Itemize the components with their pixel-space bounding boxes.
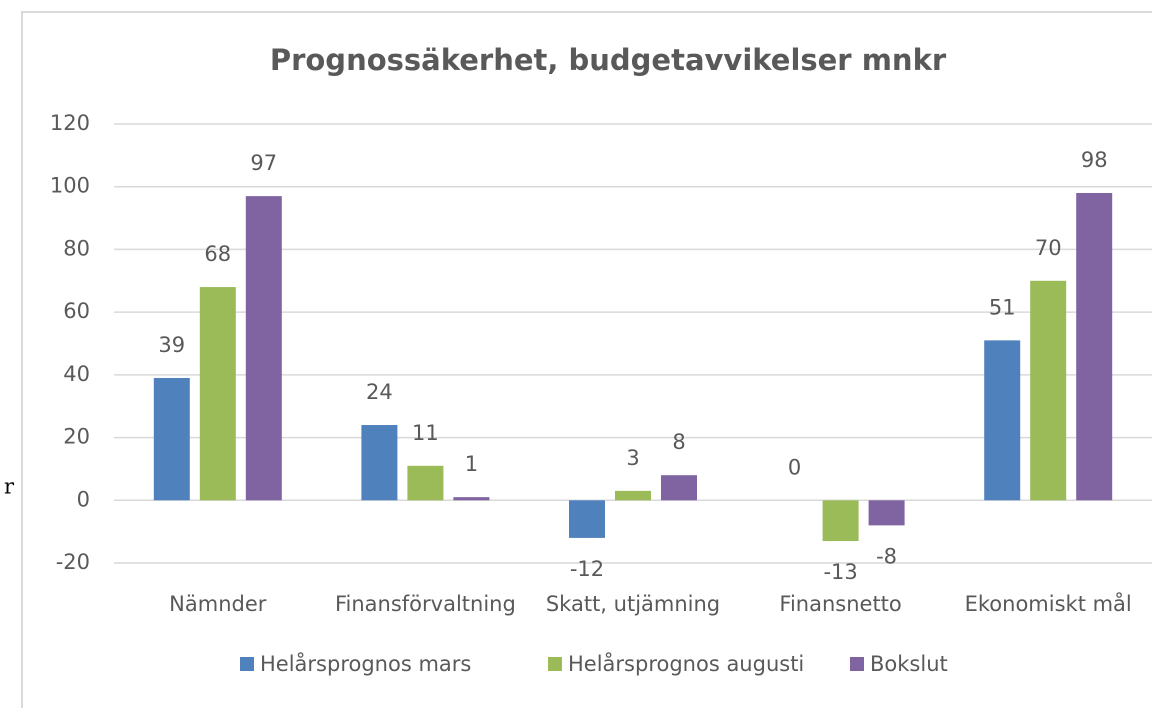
legend-swatch xyxy=(240,657,254,671)
data-label: -12 xyxy=(570,557,604,581)
bar xyxy=(153,377,190,501)
y-tick-label: -20 xyxy=(56,550,90,574)
y-tick-label: 40 xyxy=(63,362,90,386)
y-tick-label: 100 xyxy=(50,174,90,198)
y-tick-label: 120 xyxy=(50,111,90,135)
legend-label: Helårsprognos mars xyxy=(260,651,471,676)
bar xyxy=(868,500,905,526)
data-label: 1 xyxy=(465,452,478,476)
legend-label: Helårsprognos augusti xyxy=(568,651,804,676)
data-label: 68 xyxy=(204,242,231,266)
y-tick-label: 60 xyxy=(63,299,90,323)
text-fragment: r xyxy=(4,475,15,499)
data-label: 39 xyxy=(158,333,185,357)
bar xyxy=(615,490,651,501)
data-label: 11 xyxy=(412,421,439,445)
y-tick-label: 0 xyxy=(77,487,90,511)
data-label: 0 xyxy=(788,455,801,479)
bar xyxy=(361,425,398,501)
x-tick-label: Ekonomiskt mål xyxy=(965,591,1132,616)
bar xyxy=(569,500,605,538)
data-label: -13 xyxy=(823,560,857,584)
data-label: 97 xyxy=(250,151,277,175)
x-tick-label: Finansnetto xyxy=(779,592,901,616)
data-label: 24 xyxy=(366,380,393,404)
bar xyxy=(661,475,697,501)
x-tick-label: Nämnder xyxy=(169,592,267,616)
y-tick-label: 20 xyxy=(63,425,90,449)
bar xyxy=(245,196,282,501)
data-label: -8 xyxy=(876,544,897,568)
bar xyxy=(453,497,490,501)
x-tick-label: Skatt, utjämning xyxy=(546,592,720,616)
x-tick-label: Finansförvaltning xyxy=(335,592,516,616)
data-label: 51 xyxy=(989,295,1016,319)
bar xyxy=(984,340,1021,501)
bar xyxy=(199,287,236,501)
legend-swatch xyxy=(548,657,562,671)
data-label: 98 xyxy=(1081,148,1108,172)
y-tick-label: 80 xyxy=(63,236,90,260)
chart-title: Prognossäkerhet, budgetavvikelser mnkr xyxy=(270,43,947,77)
bar xyxy=(1076,192,1113,501)
bar xyxy=(822,500,859,542)
data-label: 3 xyxy=(626,446,639,470)
data-label: 70 xyxy=(1035,236,1062,260)
bar xyxy=(1030,280,1067,501)
legend-swatch xyxy=(850,657,864,671)
bar xyxy=(407,465,444,501)
data-label: 8 xyxy=(672,430,685,454)
legend-label: Bokslut xyxy=(870,652,948,676)
